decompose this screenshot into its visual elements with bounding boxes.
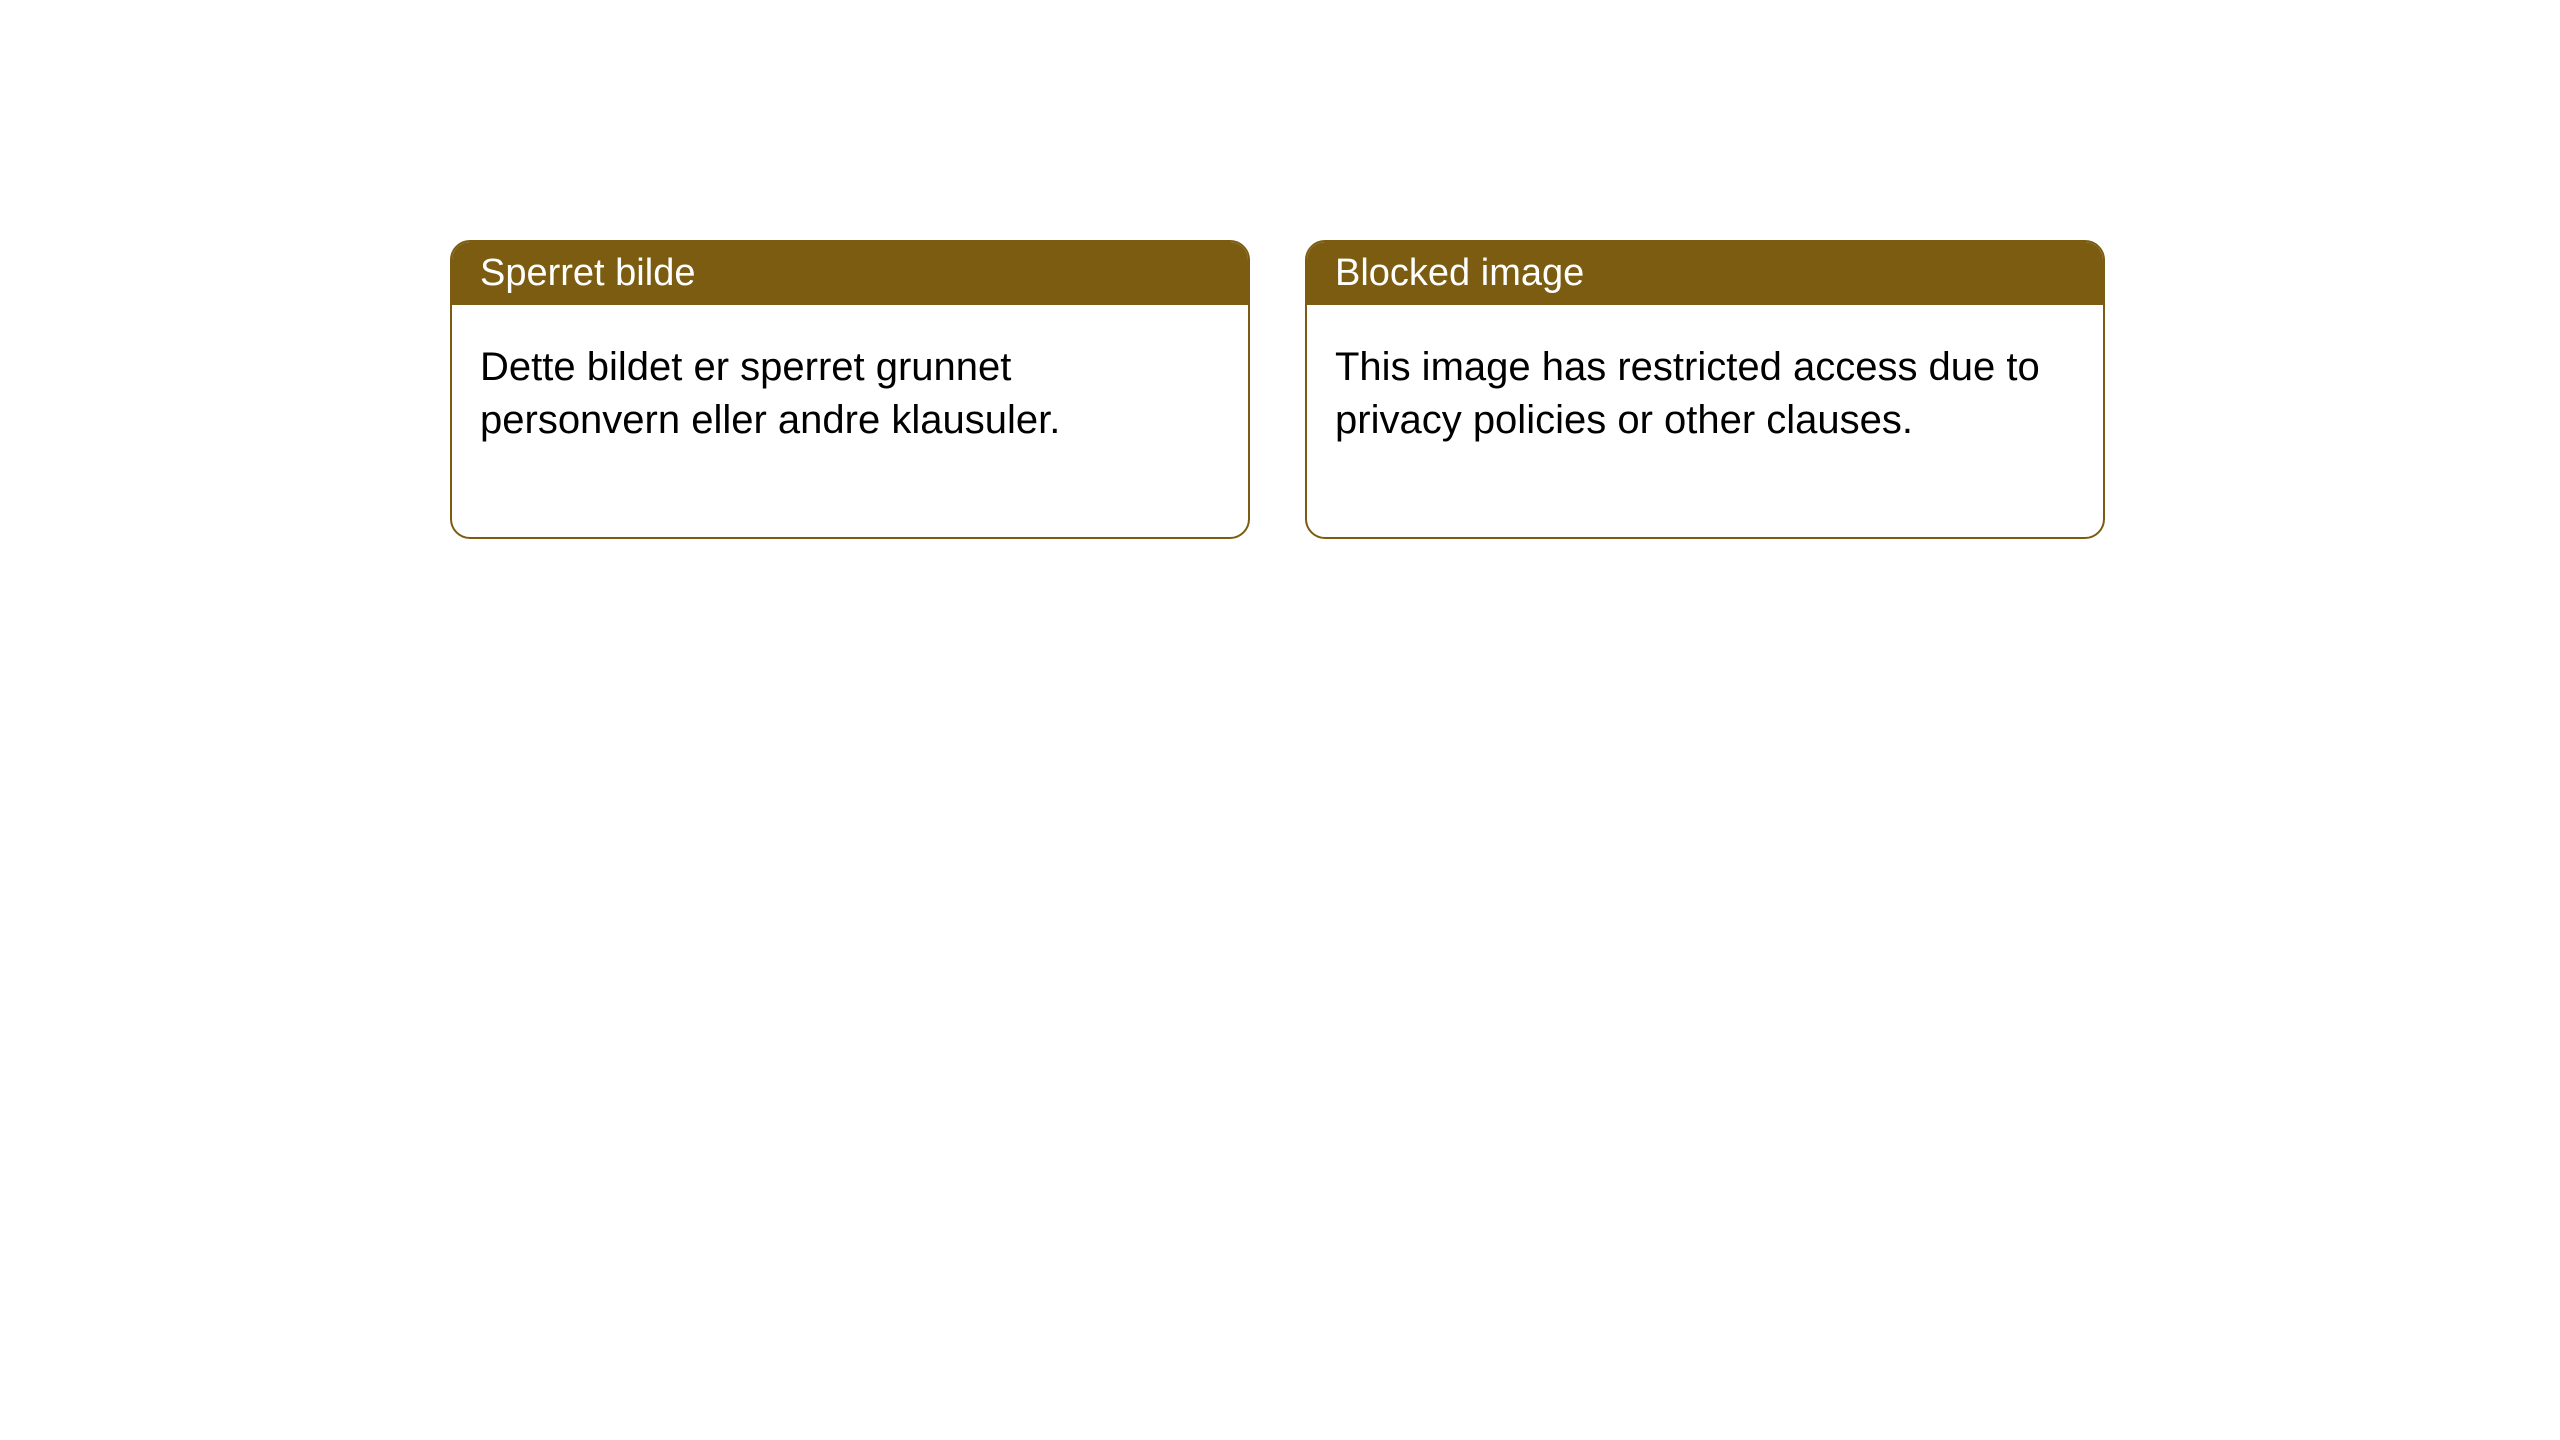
blocked-image-card-en: Blocked image This image has restricted … <box>1305 240 2105 539</box>
notice-container: Sperret bilde Dette bildet er sperret gr… <box>0 0 2560 539</box>
card-message: This image has restricted access due to … <box>1335 345 2040 442</box>
blocked-image-card-no: Sperret bilde Dette bildet er sperret gr… <box>450 240 1250 539</box>
card-header: Blocked image <box>1307 242 2103 305</box>
card-title: Blocked image <box>1335 252 1584 294</box>
card-header: Sperret bilde <box>452 242 1248 305</box>
card-title: Sperret bilde <box>480 252 695 294</box>
card-message: Dette bildet er sperret grunnet personve… <box>480 345 1060 442</box>
card-body: Dette bildet er sperret grunnet personve… <box>452 305 1248 537</box>
card-body: This image has restricted access due to … <box>1307 305 2103 537</box>
